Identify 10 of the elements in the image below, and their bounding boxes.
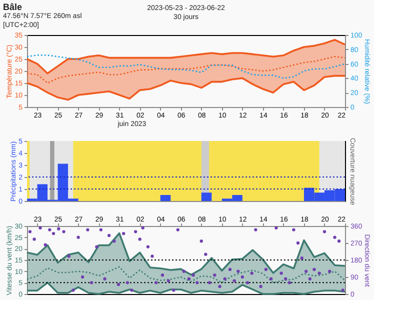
line-series (26, 38, 346, 74)
line-series (26, 74, 346, 101)
bar (160, 195, 171, 201)
line-series (26, 56, 346, 84)
line-series (26, 232, 346, 276)
line-series (26, 266, 346, 284)
line-series (26, 282, 346, 295)
chart-title: Bâle (3, 2, 22, 12)
line-series (26, 54, 346, 79)
bar (201, 192, 212, 201)
